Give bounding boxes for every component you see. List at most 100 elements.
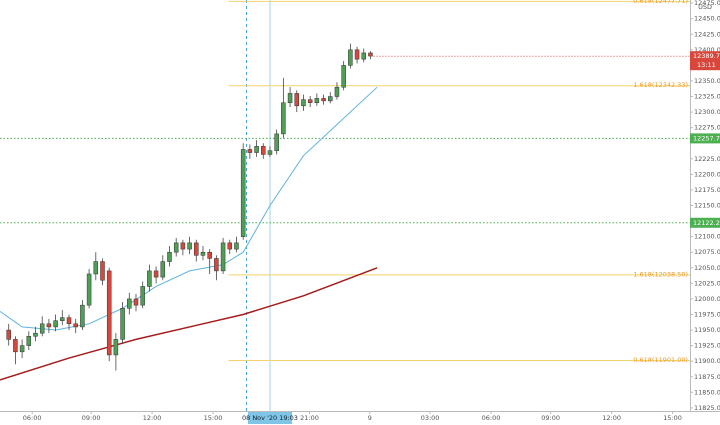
candle-body	[200, 251, 206, 256]
candle-body	[26, 336, 32, 346]
candle-body	[153, 270, 159, 278]
currency-label: USD	[698, 3, 712, 11]
y-tick-label: 12200.00	[694, 170, 720, 178]
candle-body	[66, 317, 72, 325]
x-tick-label: 06:00	[482, 414, 501, 422]
x-tick-label: 09:00	[82, 414, 101, 422]
crosshair-label-box	[247, 412, 292, 424]
candle-body	[19, 345, 25, 353]
candle-body	[234, 242, 239, 250]
last-price-label: 12389.75	[693, 52, 720, 60]
fib-label: 1.618(12342.33)	[633, 81, 688, 89]
candle-body	[254, 146, 259, 153]
x-tick-label: 15:00	[204, 414, 223, 422]
y-tick-label: 12275.00	[694, 124, 720, 132]
y-tick-label: 11825.00	[694, 404, 720, 412]
candle-body	[348, 49, 353, 66]
y-tick-label: 12475.00	[694, 0, 720, 7]
candle-body	[180, 242, 186, 250]
y-tick-label: 12225.00	[694, 155, 720, 163]
candle-body	[361, 52, 367, 60]
candle-body	[261, 146, 266, 155]
candle-body	[321, 98, 326, 102]
candle-body	[39, 323, 45, 334]
y-tick-label: 11900.00	[694, 357, 720, 365]
y-tick-label: 11925.00	[694, 342, 720, 350]
y-tick-label: 12300.00	[694, 108, 720, 116]
y-tick-label: 11850.00	[694, 388, 720, 396]
candle-body	[354, 49, 360, 60]
y-tick-label: 12000.00	[694, 295, 720, 303]
candle-body	[113, 339, 119, 356]
x-tick-label: 12:00	[143, 414, 162, 422]
candle-body	[287, 93, 293, 103]
candle-body	[80, 304, 85, 328]
candle-body	[240, 149, 246, 237]
y-tick-label: 11950.00	[694, 326, 720, 334]
candle-body	[173, 242, 179, 253]
candle-body	[194, 242, 199, 256]
candle-body	[120, 308, 125, 340]
candle-body	[100, 261, 105, 281]
candle-body	[207, 251, 212, 259]
candle-body	[60, 317, 65, 321]
candle-body	[301, 99, 306, 107]
candle-body	[328, 96, 333, 102]
candle-body	[147, 270, 152, 287]
fib-label: 0.618(11901.00)	[633, 356, 688, 364]
x-tick-label: 9	[368, 414, 372, 422]
candle-body	[274, 133, 279, 151]
y-tick-label: 12100.00	[694, 233, 720, 241]
fib-label: 1.618(12038.50)	[633, 270, 688, 278]
candle-body	[294, 93, 300, 107]
candle-body	[53, 320, 58, 328]
y-tick-label: 12425.00	[694, 30, 720, 38]
y-tick-label: 12175.00	[694, 186, 720, 194]
x-tick-label: 03:00	[421, 414, 440, 422]
candle-body	[140, 286, 145, 306]
candle-body	[73, 323, 78, 328]
candle-body	[160, 261, 166, 278]
y-tick-label: 12450.00	[694, 15, 720, 23]
candle-body	[227, 242, 233, 250]
moving-average	[0, 267, 378, 381]
candle-body	[220, 242, 226, 272]
candle-body	[281, 102, 286, 135]
candle-body	[93, 261, 99, 275]
crosshair-label: 08 Nov '20 19:03	[242, 414, 298, 422]
y-tick-label: 11875.00	[694, 373, 720, 381]
y-tick-label: 12050.00	[694, 264, 720, 272]
candle-body	[368, 52, 373, 57]
candle-body	[167, 251, 172, 262]
y-tick-label: 11975.00	[694, 310, 720, 318]
y-tick-label: 12150.00	[694, 202, 720, 210]
candle-body	[267, 150, 273, 155]
y-tick-label: 12025.00	[694, 279, 720, 287]
candle-body	[106, 270, 112, 356]
x-tick-label: 12:00	[602, 414, 621, 422]
level-box	[690, 133, 720, 144]
x-tick-label: 06:00	[23, 414, 42, 422]
candle-body	[133, 298, 139, 306]
x-tick-label: 09:00	[541, 414, 560, 422]
candle-body	[247, 149, 253, 153]
candle-body	[13, 339, 18, 353]
y-tick-label: 12350.00	[694, 77, 720, 85]
level-box	[690, 217, 720, 228]
candle-body	[6, 329, 11, 340]
x-tick-label: 15:00	[663, 414, 682, 422]
candle-body	[214, 258, 219, 272]
candle-body	[46, 323, 52, 328]
candle-body	[341, 65, 346, 88]
last-price-box	[690, 51, 720, 71]
level-label: 12257.75	[693, 134, 720, 142]
candle-body	[187, 242, 192, 250]
x-tick-label: 21:00	[300, 414, 319, 422]
candle-body	[334, 86, 340, 97]
y-tick-label: 12075.00	[694, 248, 720, 256]
candle-body	[86, 273, 92, 306]
candle-body	[314, 98, 320, 103]
y-tick-label: 12325.00	[694, 93, 720, 101]
